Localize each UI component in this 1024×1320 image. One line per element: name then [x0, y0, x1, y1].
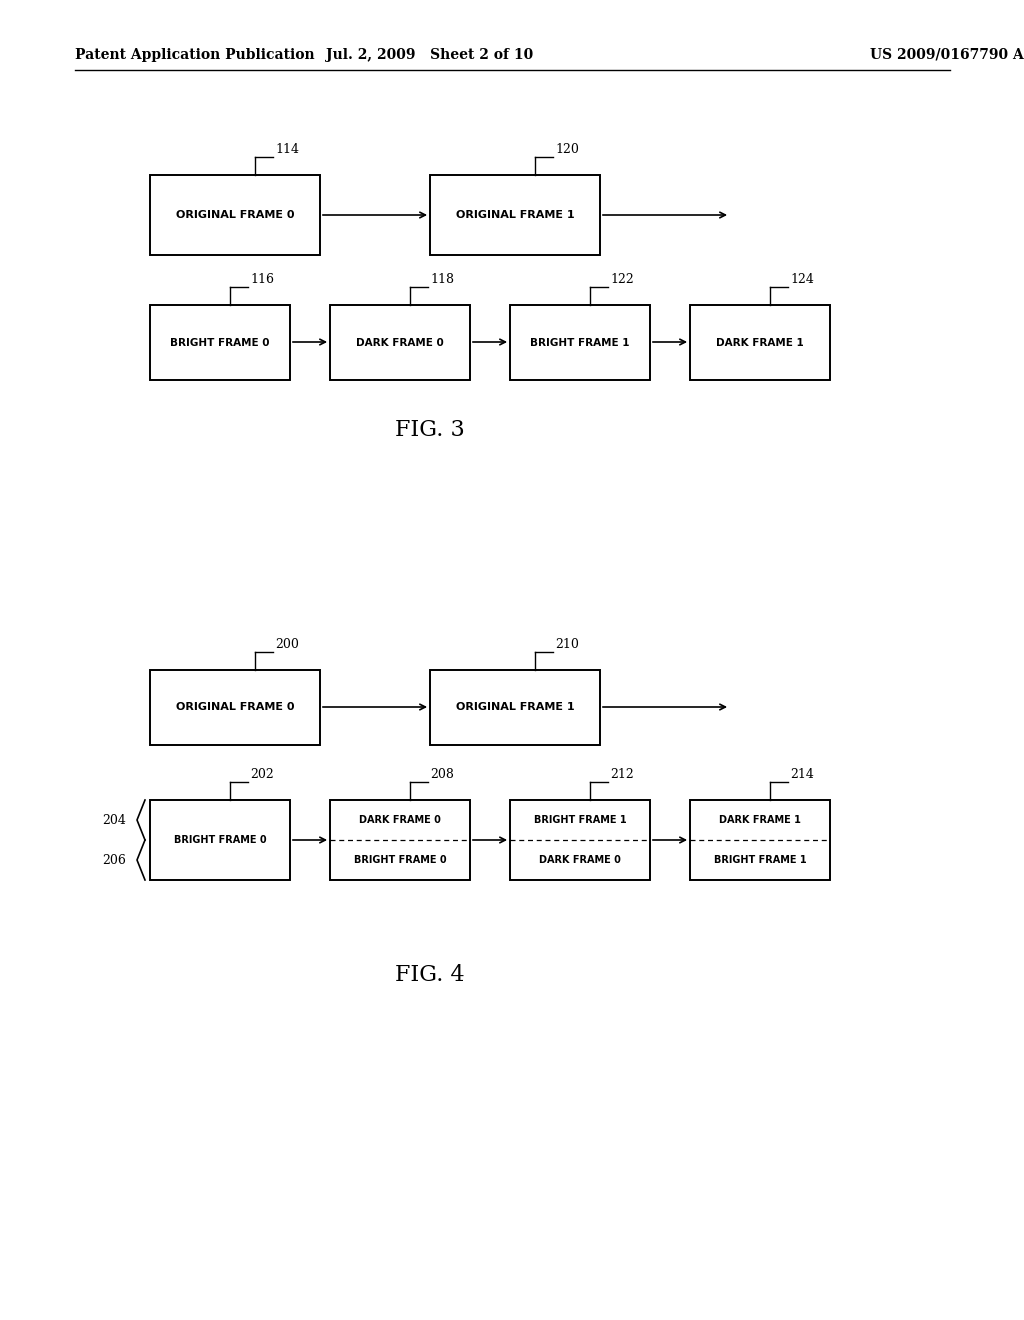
Bar	[150, 176, 319, 255]
Text: 204: 204	[102, 813, 126, 826]
Bar	[510, 800, 650, 880]
Text: 120: 120	[555, 143, 579, 156]
Text: 122: 122	[610, 273, 634, 286]
Text: 200: 200	[275, 638, 299, 651]
Text: 202: 202	[250, 768, 273, 781]
Text: DARK FRAME 0: DARK FRAME 0	[539, 855, 621, 865]
Text: DARK FRAME 1: DARK FRAME 1	[716, 338, 804, 347]
Text: BRIGHT FRAME 1: BRIGHT FRAME 1	[534, 814, 627, 825]
Text: 118: 118	[430, 273, 454, 286]
Bar	[510, 305, 650, 380]
Bar	[150, 800, 290, 880]
Bar	[690, 305, 830, 380]
Text: BRIGHT FRAME 1: BRIGHT FRAME 1	[714, 855, 806, 865]
Bar	[430, 671, 600, 744]
Bar	[150, 671, 319, 744]
Text: 214: 214	[790, 768, 814, 781]
Bar	[150, 305, 290, 380]
Bar	[430, 176, 600, 255]
Text: 208: 208	[430, 768, 454, 781]
Text: FIG. 3: FIG. 3	[395, 418, 465, 441]
Bar	[330, 800, 470, 880]
Text: 116: 116	[250, 273, 274, 286]
Text: 206: 206	[102, 854, 126, 866]
Text: DARK FRAME 0: DARK FRAME 0	[356, 338, 443, 347]
Text: US 2009/0167790 A1: US 2009/0167790 A1	[870, 48, 1024, 62]
Bar	[330, 305, 470, 380]
Text: FIG. 4: FIG. 4	[395, 964, 465, 986]
Text: 114: 114	[275, 143, 299, 156]
Text: BRIGHT FRAME 0: BRIGHT FRAME 0	[353, 855, 446, 865]
Bar	[690, 800, 830, 880]
Text: BRIGHT FRAME 0: BRIGHT FRAME 0	[170, 338, 269, 347]
Text: Jul. 2, 2009   Sheet 2 of 10: Jul. 2, 2009 Sheet 2 of 10	[327, 48, 534, 62]
Text: ORIGINAL FRAME 1: ORIGINAL FRAME 1	[456, 210, 574, 220]
Text: 210: 210	[555, 638, 579, 651]
Text: BRIGHT FRAME 0: BRIGHT FRAME 0	[174, 836, 266, 845]
Text: DARK FRAME 1: DARK FRAME 1	[719, 814, 801, 825]
Text: ORIGINAL FRAME 1: ORIGINAL FRAME 1	[456, 702, 574, 713]
Text: ORIGINAL FRAME 0: ORIGINAL FRAME 0	[176, 702, 294, 713]
Text: BRIGHT FRAME 1: BRIGHT FRAME 1	[530, 338, 630, 347]
Text: 212: 212	[610, 768, 634, 781]
Text: DARK FRAME 0: DARK FRAME 0	[359, 814, 441, 825]
Text: Patent Application Publication: Patent Application Publication	[75, 48, 314, 62]
Text: ORIGINAL FRAME 0: ORIGINAL FRAME 0	[176, 210, 294, 220]
Text: 124: 124	[790, 273, 814, 286]
